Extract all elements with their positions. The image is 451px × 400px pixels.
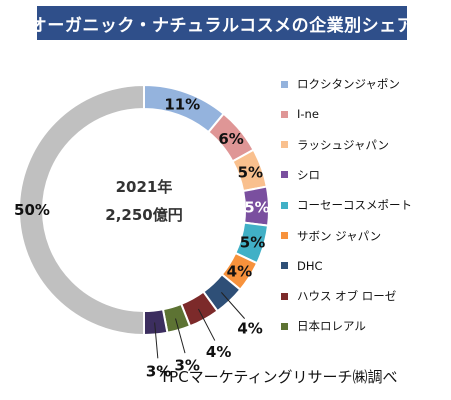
donut-slice-11 — [18, 83, 145, 337]
data-label-8: 4% — [206, 343, 231, 361]
data-label-9: 3% — [175, 357, 200, 375]
legend-swatch — [281, 110, 288, 118]
data-label-1: 11% — [164, 96, 200, 114]
legend-label: サボン ジャパン — [297, 228, 382, 243]
legend-swatch — [281, 322, 288, 330]
legend-item: 日本ロレアル — [281, 318, 366, 334]
legend-label: ハウス オブ ローゼ — [297, 289, 397, 304]
legend-label: DHC — [297, 258, 323, 273]
legend-label: I-ne — [297, 107, 319, 122]
legend-swatch — [281, 171, 288, 179]
legend-item: I-ne — [281, 106, 319, 122]
leader-line-9 — [175, 318, 186, 354]
center-year-label: 2021年 — [116, 178, 173, 196]
legend-swatch — [281, 292, 288, 300]
legend-swatch — [281, 232, 288, 239]
legend-item: コーセーコスメポート — [281, 197, 412, 213]
leader-lines — [154, 292, 246, 359]
data-label-7: 4% — [237, 319, 262, 337]
data-label-2: 6% — [218, 130, 243, 148]
source-note: TPCマーケティングリサーチ㈱調べ — [160, 368, 398, 386]
legend-item: シロ — [281, 167, 320, 183]
center-total-label: 2,250億円 — [105, 206, 182, 224]
legend-item: ロクシタンジャポン — [281, 76, 400, 92]
data-label-6: 4% — [227, 263, 252, 281]
data-label-10: 3% — [146, 362, 171, 380]
legend-item: サボン ジャパン — [281, 228, 381, 244]
legend-label: コーセーコスメポート — [297, 198, 412, 213]
data-label-3: 5% — [238, 164, 263, 182]
data-labels: 11% 6% 5% 5% 5% 4% 4% 4% 3%3% 50% — [14, 96, 270, 381]
legend-item: ラッシュジャパン — [281, 137, 389, 153]
data-label-5: 5% — [240, 234, 265, 252]
data-label-11: 50% — [14, 201, 50, 219]
chart-title: オーガニック・ナチュラルコスメの企業別シェア — [30, 6, 414, 40]
legend-swatch — [281, 201, 288, 209]
legend-swatch — [281, 262, 288, 270]
legend-label: ラッシュジャパン — [297, 137, 389, 152]
legend-swatch — [281, 80, 288, 88]
donut-slices — [18, 83, 270, 337]
legend-label: シロ — [297, 167, 320, 182]
legend-swatch — [281, 141, 288, 149]
leader-line-8 — [197, 308, 216, 341]
data-label-4: 5% — [244, 198, 269, 216]
legend-item: ハウス オブ ローゼ — [281, 288, 396, 304]
leader-line-10 — [154, 322, 159, 359]
leader-line-7 — [220, 292, 246, 319]
legend-label: 日本ロレアル — [297, 319, 366, 334]
legend-item: DHC — [281, 258, 323, 274]
legend-label: ロクシタンジャポン — [297, 77, 400, 91]
